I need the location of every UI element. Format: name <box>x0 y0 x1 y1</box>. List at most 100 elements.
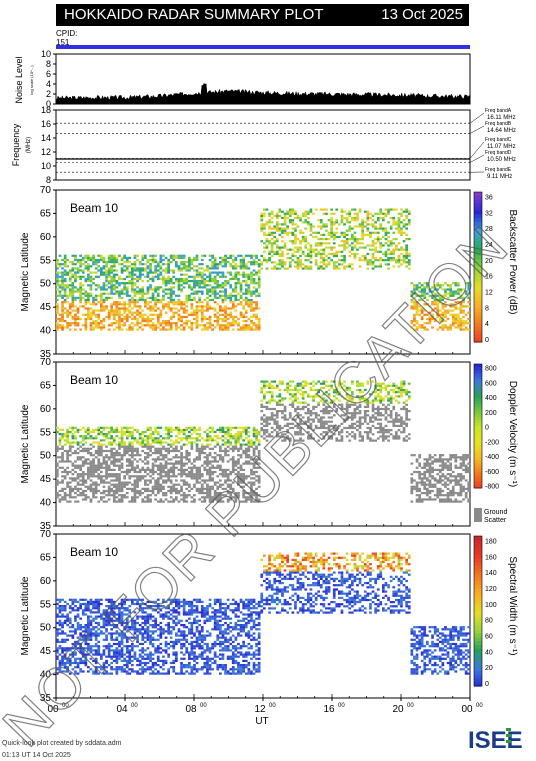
scatter-cell <box>257 294 261 297</box>
scatter-cell <box>112 273 116 276</box>
scatter-cell <box>175 487 178 490</box>
scatter-cell <box>177 313 181 316</box>
scatter-cell <box>79 317 82 321</box>
scatter-cell <box>213 296 217 299</box>
band-connector <box>469 125 485 134</box>
scatter-cell <box>198 290 201 293</box>
scatter-cell <box>84 254 88 257</box>
scatter-cell <box>167 258 170 262</box>
scatter-cell <box>112 275 116 278</box>
scatter-cell <box>105 464 108 467</box>
scatter-cell <box>112 292 116 295</box>
scatter-cell <box>167 292 170 295</box>
scatter-cell <box>397 229 401 232</box>
scatter-cell <box>255 290 258 293</box>
scatter-cell <box>459 290 463 293</box>
scatter-cell <box>351 246 354 249</box>
scatter-cell <box>345 407 349 411</box>
scatter-cell <box>102 462 106 465</box>
scatter-cell <box>81 494 85 497</box>
scatter-cell <box>464 292 468 295</box>
scatter-cell <box>61 275 64 278</box>
scatter-cell <box>169 324 173 327</box>
scatter-cell <box>128 298 132 302</box>
scatter-cell <box>294 250 297 253</box>
scatter-cell <box>211 426 214 429</box>
scatter-cell <box>413 284 416 287</box>
scatter-cell <box>263 429 266 432</box>
scatter-cell <box>123 277 126 281</box>
scatter-cell <box>438 301 442 304</box>
scatter-cell <box>175 445 178 448</box>
scatter-cell <box>131 443 134 446</box>
scatter-cell <box>128 435 132 438</box>
scatter-cell <box>138 313 142 316</box>
scatter-cell <box>167 447 170 450</box>
scatter-cell <box>151 433 155 436</box>
scatter-cell <box>294 254 297 258</box>
scatter-cell <box>144 475 147 478</box>
scatter-cell <box>193 460 196 463</box>
scatter-cell <box>94 437 98 440</box>
scatter-cell <box>312 395 315 398</box>
scatter-cell <box>84 277 88 281</box>
scatter-cell <box>79 479 82 482</box>
scatter-cell <box>250 277 253 281</box>
scatter-cell <box>177 326 181 329</box>
scatter-cell <box>154 494 157 497</box>
scatter-cell <box>115 326 119 329</box>
scatter-cell <box>123 288 126 291</box>
scatter-cell <box>467 288 471 291</box>
scatter-cell <box>257 494 261 497</box>
scatter-cell <box>433 284 437 287</box>
scatter-cell <box>224 487 227 490</box>
scatter-cell <box>151 258 155 262</box>
scatter-cell <box>185 294 189 297</box>
scatter-cell <box>273 414 277 417</box>
scatter-cell <box>319 221 323 224</box>
scatter-cell <box>87 296 90 299</box>
panel-ylabel: Magnetic Latitude <box>20 232 31 311</box>
scatter-cell <box>66 430 69 434</box>
scatter-cell <box>231 322 235 325</box>
scatter-cell <box>234 263 238 266</box>
scatter-cell <box>281 412 284 415</box>
scatter-cell <box>71 435 75 438</box>
scatter-cell <box>366 382 370 385</box>
scatter-cell <box>257 269 261 272</box>
scatter-cell <box>296 257 300 260</box>
scatter-cell <box>68 303 72 306</box>
scatter-cell <box>156 466 160 469</box>
scatter-cell <box>327 261 331 264</box>
scatter-cell <box>270 435 274 438</box>
scatter-cell <box>120 466 124 469</box>
scatter-cell <box>146 288 150 291</box>
scatter-cell <box>420 292 424 295</box>
scatter-cell <box>92 328 95 331</box>
scatter-cell <box>162 254 165 257</box>
scatter-cell <box>351 267 354 270</box>
scatter-cell <box>423 328 427 331</box>
scatter-cell <box>457 326 460 329</box>
scatter-cell <box>244 462 248 465</box>
scatter-cell <box>330 233 333 236</box>
scatter-cell <box>327 429 331 432</box>
scatter-cell <box>115 307 119 310</box>
scatter-cell <box>387 257 390 260</box>
scatter-cell <box>319 395 323 398</box>
scatter-cell <box>250 494 253 497</box>
scatter-cell <box>263 257 266 260</box>
scatter-cell <box>436 301 440 304</box>
scatter-cell <box>185 452 189 455</box>
scatter-cell <box>211 479 214 482</box>
scatter-cell <box>268 240 271 243</box>
scatter-cell <box>149 324 152 327</box>
scatter-cell <box>141 328 145 331</box>
scatter-cell <box>125 320 129 323</box>
scatter-cell <box>180 462 183 465</box>
scatter-cell <box>92 311 95 314</box>
scatter-cell <box>61 271 64 274</box>
scatter-cell <box>407 261 411 264</box>
scatter-cell <box>185 481 189 484</box>
